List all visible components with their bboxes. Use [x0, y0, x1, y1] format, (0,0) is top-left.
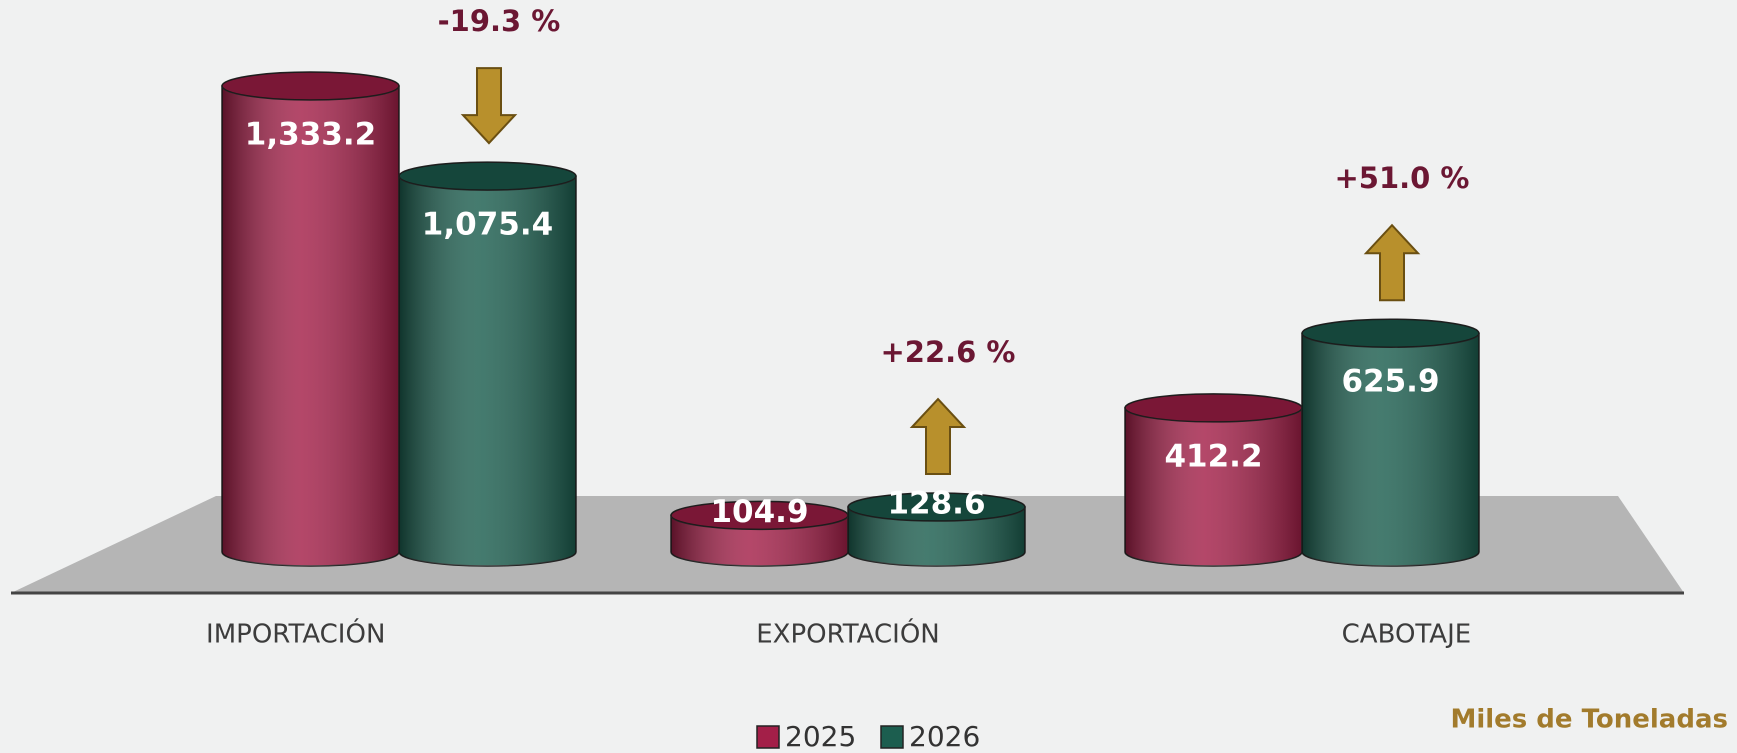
unit-note: Miles de Toneladas [1450, 705, 1728, 735]
category-label: IMPORTACIÓN [206, 618, 385, 650]
bar-top-shade [1302, 319, 1479, 347]
bar-top-shade [399, 162, 576, 190]
change-label: +51.0 % [1334, 161, 1469, 195]
legend-swatch [757, 726, 779, 748]
value-label: 1,333.2 [245, 117, 376, 153]
chart: Miles de Toneladas IMPORTACIÓN 1,333.2 1,0… [0, 0, 1737, 753]
bar-shading [222, 86, 399, 566]
change-label: -19.3 % [438, 4, 561, 38]
legend-label: 2025 [785, 720, 856, 753]
bar-top-shade [222, 72, 399, 100]
legend-label: 2026 [909, 720, 980, 753]
legend-swatch [881, 726, 903, 748]
category-label: EXPORTACIÓN [756, 618, 940, 650]
bar-top-shade [1125, 394, 1302, 422]
value-label: 1,075.4 [422, 207, 553, 243]
change-label: +22.6 % [880, 335, 1015, 369]
value-label: 412.2 [1164, 438, 1262, 474]
value-label: 128.6 [887, 486, 985, 522]
category-label: CABOTAJE [1342, 620, 1472, 650]
value-label: 625.9 [1341, 364, 1439, 400]
value-label: 104.9 [710, 494, 808, 530]
bar-shading [1125, 408, 1302, 566]
